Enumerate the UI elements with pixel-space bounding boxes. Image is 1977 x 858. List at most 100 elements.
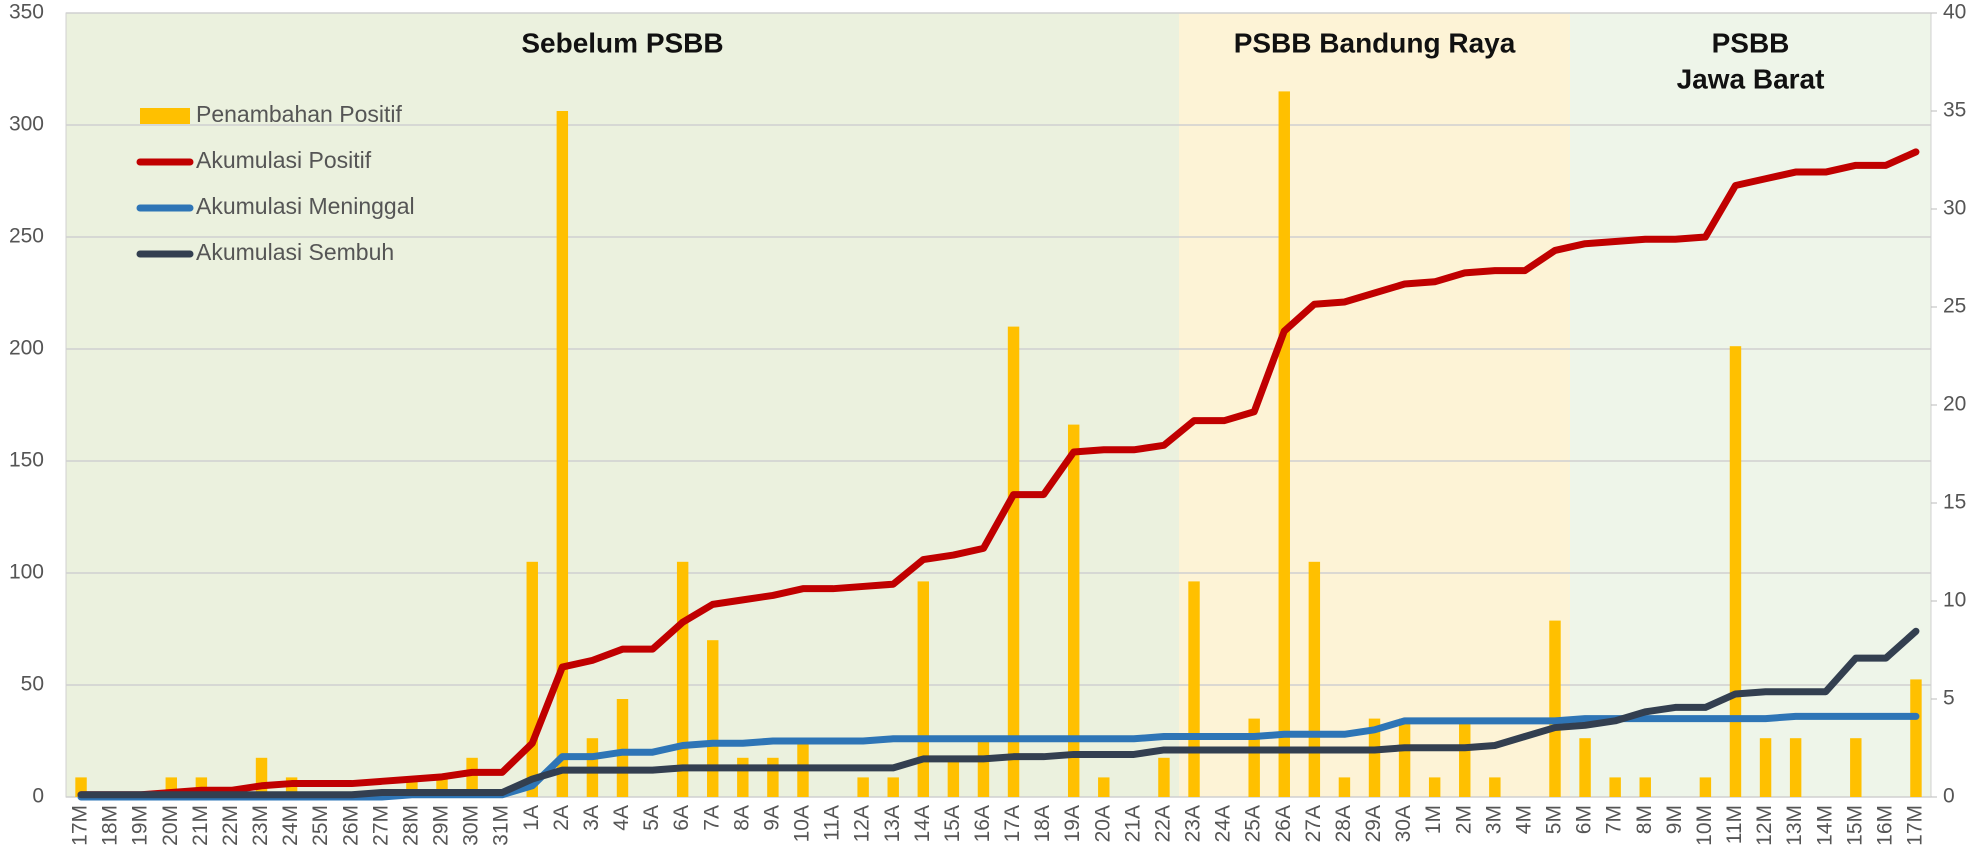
bar <box>406 777 418 797</box>
bar <box>1910 679 1922 797</box>
bar <box>1067 424 1080 797</box>
x-tick-label: 2A <box>550 805 573 831</box>
y-tick-label: 250 <box>9 225 44 248</box>
x-tick-label: 7M <box>1603 805 1626 834</box>
x-tick-label: 19M <box>129 805 152 846</box>
y-tick-label: 50 <box>21 673 44 696</box>
x-tick-label: 25A <box>1242 805 1265 842</box>
bar <box>1278 91 1290 797</box>
bar <box>255 757 268 797</box>
x-tick-label: 4M <box>1512 805 1535 834</box>
x-tick-label: 20M <box>159 805 182 846</box>
y2-tick-label: 40 <box>1943 1 1966 24</box>
bar <box>1850 738 1862 797</box>
x-tick-label: 9A <box>760 805 783 831</box>
x-tick-label: 11M <box>1723 805 1746 844</box>
x-tick-label: 13A <box>881 805 904 842</box>
x-tick-label: 28A <box>1332 805 1355 842</box>
bar <box>1759 738 1772 797</box>
x-tick-label: 29M <box>430 805 453 846</box>
x-tick-label: 28M <box>399 805 422 846</box>
x-tick-label: 18A <box>1031 805 1054 842</box>
x-tick-label: 1A <box>520 805 543 831</box>
x-tick-label: 21M <box>189 805 212 846</box>
x-tick-label: 16A <box>971 805 994 842</box>
bar <box>1248 718 1260 797</box>
bar <box>436 777 448 797</box>
y-tick-label: 300 <box>9 113 44 136</box>
region <box>66 13 1179 797</box>
x-tick-label: 5M <box>1543 805 1566 834</box>
bar <box>1188 581 1200 797</box>
legend-text: Penambahan Positif <box>196 101 402 127</box>
x-tick-label: 16M <box>1873 805 1896 846</box>
bar <box>887 777 899 797</box>
x-tick-label: 4A <box>610 805 633 831</box>
x-tick-label: 14A <box>911 805 934 842</box>
bar <box>1007 326 1020 797</box>
region-label: Jawa Barat <box>1677 63 1825 94</box>
x-tick-label: 7A <box>700 805 723 831</box>
y2-tick-label: 20 <box>1943 393 1966 416</box>
x-tick-label: 25M <box>309 805 332 846</box>
bar <box>1489 777 1501 797</box>
y2-tick-label: 25 <box>1943 295 1966 318</box>
legend-text: Akumulasi Positif <box>196 147 372 173</box>
bar <box>1729 346 1742 797</box>
x-tick-label: 10A <box>791 805 814 842</box>
x-tick-label: 20A <box>1091 805 1114 842</box>
bar <box>526 561 538 797</box>
y2-tick-label: 10 <box>1943 589 1966 612</box>
region <box>1178 13 1571 797</box>
y2-tick-label: 5 <box>1943 687 1955 710</box>
x-tick-label: 31M <box>490 805 513 846</box>
bar <box>917 581 930 797</box>
bar <box>707 640 719 797</box>
x-tick-label: 15M <box>1843 805 1866 846</box>
bar <box>676 561 689 797</box>
y-tick-label: 150 <box>9 449 44 472</box>
x-tick-label: 6A <box>670 805 693 831</box>
bar <box>1609 777 1621 797</box>
bar <box>616 699 629 797</box>
bar <box>1368 718 1381 797</box>
x-tick-label: 21A <box>1121 805 1144 842</box>
x-tick-label: 10M <box>1693 805 1716 846</box>
x-tick-label: 8M <box>1633 805 1656 834</box>
bar <box>1338 777 1351 797</box>
y2-tick-label: 15 <box>1943 491 1966 514</box>
y2-tick-label: 0 <box>1943 785 1955 808</box>
bar <box>1699 777 1712 797</box>
x-tick-label: 12A <box>851 805 874 842</box>
bar <box>1308 561 1321 797</box>
bar <box>1639 777 1651 797</box>
bar <box>75 777 87 797</box>
legend-swatch <box>140 108 190 124</box>
bar <box>857 777 869 797</box>
bar <box>1549 620 1561 797</box>
x-tick-label: 8A <box>730 805 753 831</box>
bar <box>977 738 990 797</box>
x-tick-label: 17A <box>1001 805 1024 842</box>
x-tick-label: 13M <box>1783 805 1806 846</box>
bar <box>767 757 779 797</box>
bar <box>1789 738 1802 797</box>
bar <box>1459 718 1471 797</box>
y-tick-label: 350 <box>9 1 44 24</box>
x-tick-label: 29A <box>1362 805 1385 842</box>
x-tick-label: 19A <box>1061 805 1084 842</box>
x-tick-label: 17M <box>1904 805 1927 846</box>
bar <box>947 757 960 797</box>
x-tick-label: 24M <box>279 805 302 846</box>
x-tick-label: 1M <box>1422 805 1445 834</box>
x-tick-label: 22A <box>1151 805 1174 842</box>
x-tick-label: 26M <box>339 805 362 846</box>
x-tick-label: 23A <box>1182 805 1205 842</box>
bar <box>1428 777 1441 797</box>
x-tick-label: 15A <box>941 805 964 842</box>
bar <box>1158 757 1170 797</box>
x-tick-label: 12M <box>1753 805 1776 846</box>
region-label: PSBB <box>1712 27 1790 58</box>
line <box>77 627 1920 799</box>
